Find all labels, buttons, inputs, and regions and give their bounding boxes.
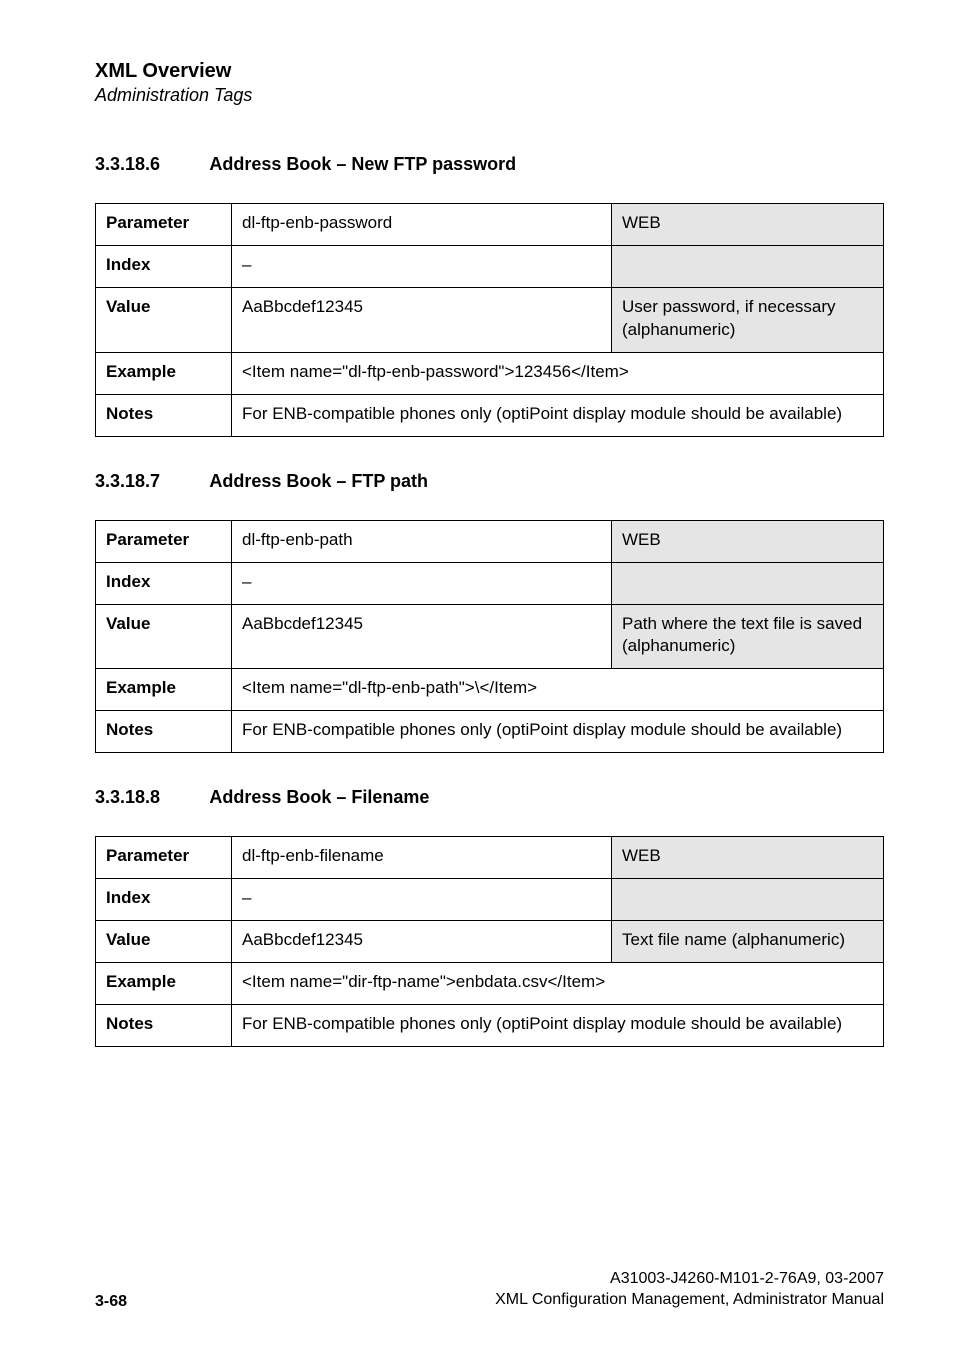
cell-label: Value — [96, 921, 232, 963]
cell-value: – — [232, 879, 612, 921]
cell-value: <Item name="dir-ftp-name">enbdata.csv</I… — [232, 963, 884, 1005]
table-row: Value AaBbcdef12345 Path where the text … — [96, 604, 884, 669]
cell-right: User password, if necessary (alphanumeri… — [612, 287, 884, 352]
cell-right: WEB — [612, 520, 884, 562]
cell-right — [612, 562, 884, 604]
table-row: Parameter dl-ftp-enb-password WEB — [96, 204, 884, 246]
cell-label: Notes — [96, 394, 232, 436]
cell-label: Parameter — [96, 204, 232, 246]
cell-label: Index — [96, 562, 232, 604]
section-heading: 3.3.18.8 Address Book – Filename — [95, 787, 884, 808]
cell-value: For ENB-compatible phones only (optiPoin… — [232, 711, 884, 753]
cell-right: Path where the text file is saved (alpha… — [612, 604, 884, 669]
cell-value: – — [232, 562, 612, 604]
footer-doc-title: XML Configuration Management, Administra… — [495, 1289, 884, 1311]
cell-label: Example — [96, 352, 232, 394]
table-row: Example <Item name="dl-ftp-enb-path">\</… — [96, 669, 884, 711]
table-row: Example <Item name="dl-ftp-enb-password"… — [96, 352, 884, 394]
section-number: 3.3.18.7 — [95, 471, 205, 492]
header-subtitle: Administration Tags — [95, 85, 884, 106]
section-title: Address Book – New FTP password — [209, 154, 516, 174]
cell-value: For ENB-compatible phones only (optiPoin… — [232, 394, 884, 436]
cell-value: dl-ftp-enb-path — [232, 520, 612, 562]
cell-label: Notes — [96, 711, 232, 753]
table-row: Index – — [96, 562, 884, 604]
cell-value: <Item name="dl-ftp-enb-path">\</Item> — [232, 669, 884, 711]
section-number: 3.3.18.6 — [95, 154, 205, 175]
cell-right: Text file name (alphanumeric) — [612, 921, 884, 963]
cell-right — [612, 879, 884, 921]
cell-value: – — [232, 245, 612, 287]
table-row: Parameter dl-ftp-enb-filename WEB — [96, 837, 884, 879]
cell-label: Parameter — [96, 837, 232, 879]
cell-value: AaBbcdef12345 — [232, 604, 612, 669]
cell-value: <Item name="dl-ftp-enb-password">123456<… — [232, 352, 884, 394]
page-header: XML Overview Administration Tags — [95, 60, 884, 106]
table-row: Example <Item name="dir-ftp-name">enbdat… — [96, 963, 884, 1005]
table-row: Value AaBbcdef12345 Text file name (alph… — [96, 921, 884, 963]
cell-value: AaBbcdef12345 — [232, 287, 612, 352]
table-row: Notes For ENB-compatible phones only (op… — [96, 1005, 884, 1047]
section-number: 3.3.18.8 — [95, 787, 205, 808]
page-number: 3-68 — [95, 1293, 127, 1311]
cell-label: Index — [96, 879, 232, 921]
cell-value: dl-ftp-enb-password — [232, 204, 612, 246]
cell-value: dl-ftp-enb-filename — [232, 837, 612, 879]
cell-label: Index — [96, 245, 232, 287]
cell-right — [612, 245, 884, 287]
cell-right: WEB — [612, 837, 884, 879]
table-row: Index – — [96, 879, 884, 921]
param-table: Parameter dl-ftp-enb-path WEB Index – Va… — [95, 520, 884, 754]
page-footer: 3-68 A31003-J4260-M101-2-76A9, 03-2007 X… — [95, 1268, 884, 1311]
cell-right: WEB — [612, 204, 884, 246]
cell-label: Example — [96, 963, 232, 1005]
section-heading: 3.3.18.7 Address Book – FTP path — [95, 471, 884, 492]
section-title: Address Book – FTP path — [209, 471, 428, 491]
table-row: Notes For ENB-compatible phones only (op… — [96, 394, 884, 436]
cell-label: Value — [96, 604, 232, 669]
cell-label: Notes — [96, 1005, 232, 1047]
cell-label: Example — [96, 669, 232, 711]
section-heading: 3.3.18.6 Address Book – New FTP password — [95, 154, 884, 175]
param-table: Parameter dl-ftp-enb-filename WEB Index … — [95, 836, 884, 1047]
param-table: Parameter dl-ftp-enb-password WEB Index … — [95, 203, 884, 437]
table-row: Value AaBbcdef12345 User password, if ne… — [96, 287, 884, 352]
cell-label: Parameter — [96, 520, 232, 562]
section-title: Address Book – Filename — [209, 787, 429, 807]
footer-doc-info: A31003-J4260-M101-2-76A9, 03-2007 XML Co… — [495, 1268, 884, 1311]
header-title: XML Overview — [95, 60, 884, 83]
table-row: Index – — [96, 245, 884, 287]
table-row: Notes For ENB-compatible phones only (op… — [96, 711, 884, 753]
cell-value: AaBbcdef12345 — [232, 921, 612, 963]
footer-doc-id: A31003-J4260-M101-2-76A9, 03-2007 — [495, 1268, 884, 1290]
cell-label: Value — [96, 287, 232, 352]
cell-value: For ENB-compatible phones only (optiPoin… — [232, 1005, 884, 1047]
table-row: Parameter dl-ftp-enb-path WEB — [96, 520, 884, 562]
